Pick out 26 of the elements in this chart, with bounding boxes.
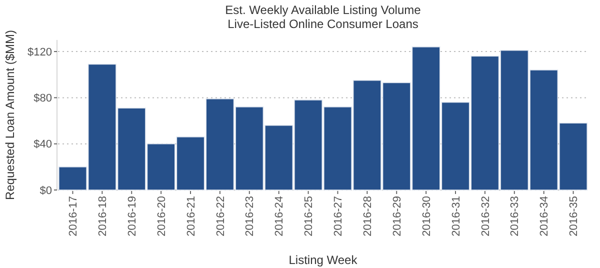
y-tick-label: $80 (34, 92, 52, 105)
x-tick-label: 2016-29 (391, 196, 404, 236)
x-tick-label: 2016-34 (538, 196, 551, 236)
chart-title: Est. Weekly Available Listing Volume (225, 3, 422, 17)
x-tick-label: 2016-19 (126, 196, 138, 236)
x-tick-label: 2016-32 (480, 196, 492, 236)
y-tick-label: $120 (28, 46, 52, 58)
x-tick-label: 2016-28 (362, 196, 374, 236)
x-tick-label: 2016-21 (185, 196, 198, 236)
x-tick-label: 2016-17 (68, 196, 80, 236)
x-tick-label: 2016-18 (97, 196, 110, 236)
x-tick-label: 2016-27 (332, 196, 345, 236)
x-tick-label: 2016-30 (420, 196, 433, 236)
x-tick-label: 2016-20 (156, 196, 168, 236)
chart-subtitle: Live-Listed Online Consumer Loans (228, 17, 418, 31)
x-tick-label: 2016-23 (244, 196, 256, 236)
x-tick-label: 2016-35 (568, 196, 580, 236)
x-tick-label: 2016-25 (303, 196, 316, 236)
y-axis-title: Requested Loan Amount ($MM) (3, 30, 17, 200)
y-tick-label: $40 (34, 138, 52, 151)
x-tick-label: 2016-33 (509, 196, 522, 236)
x-axis-title: Listing Week (288, 253, 358, 267)
x-tick-label: 2016-24 (274, 196, 286, 236)
y-tick-label: $0 (40, 184, 52, 197)
x-tick-label: 2016-31 (450, 196, 462, 236)
x-tick-label: 2016-22 (214, 196, 227, 236)
